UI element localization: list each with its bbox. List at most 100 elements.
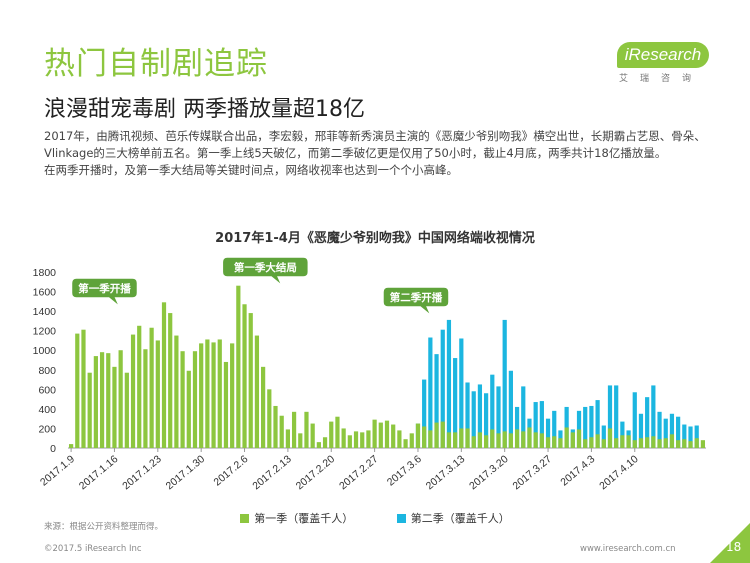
x-tick-label: 2017.1.30: [164, 453, 208, 492]
bar-season1: [564, 427, 569, 448]
y-tick-label: 1800: [33, 267, 57, 279]
bar-season1: [118, 350, 123, 448]
bar-season1: [291, 411, 297, 448]
y-tick-label: 200: [38, 423, 56, 435]
bar-season1: [205, 339, 210, 448]
bar-season1: [545, 437, 551, 448]
bar-season1: [273, 405, 278, 448]
description-paragraph: 2017年，由腾讯视频、芭乐传媒联合出品，李宏毅，邢菲等新秀演员主演的《恶魔少爷…: [44, 129, 706, 160]
bar-season2: [620, 421, 625, 448]
bar-season2: [484, 393, 489, 448]
bar-season1: [366, 430, 371, 448]
bar-season1: [620, 435, 625, 448]
iresearch-logo: iResearch 艾瑞咨询: [613, 40, 713, 86]
annotation-label: 第一季大结局: [234, 261, 297, 274]
bar-season1: [415, 423, 421, 448]
bar-season1: [632, 440, 637, 448]
bar-season1: [230, 343, 235, 448]
bar-season1: [149, 327, 154, 448]
bar-season1: [254, 335, 260, 448]
bar-season1: [223, 361, 229, 448]
bar-season1: [453, 432, 458, 448]
bar-season1: [552, 436, 557, 448]
bar-season1: [391, 424, 396, 448]
bar-season2: [651, 385, 656, 448]
x-tick-label: 2017.3.6: [385, 453, 424, 489]
bar-season1: [360, 432, 365, 448]
bar-season1: [124, 372, 129, 448]
bar-season1: [304, 411, 309, 448]
bar-season1: [502, 431, 507, 448]
bar-season2: [632, 392, 637, 448]
bar-season1: [688, 441, 693, 448]
bar-season1: [267, 389, 272, 448]
bar-season2: [434, 354, 439, 448]
bar-season1: [595, 434, 600, 448]
bar-season2: [496, 386, 501, 448]
bar-season1: [242, 304, 247, 448]
bar-season1: [471, 436, 476, 448]
x-tick-label: 2017.2.27: [337, 453, 381, 492]
legend-swatch-season1: [240, 514, 250, 523]
bar-season1: [514, 429, 520, 448]
bar-season1: [490, 429, 495, 448]
bar-season2: [539, 401, 544, 448]
logo-cn: 艾瑞咨询: [619, 74, 704, 84]
bar-season1: [459, 428, 464, 448]
bar-season2: [477, 384, 483, 448]
bar-season2: [595, 400, 600, 448]
x-tick-label: 2017.1.9: [38, 453, 77, 489]
bar-season1: [137, 325, 142, 448]
bar-season1: [310, 423, 315, 448]
x-tick-label: 2017.2.13: [250, 453, 294, 492]
description: 2017年，由腾讯视频、芭乐传媒联合出品，李宏毅，邢菲等新秀演员主演的《恶魔少爷…: [44, 128, 714, 179]
website: www.iresearch.com.cn: [580, 544, 676, 554]
bar-season1: [508, 433, 513, 448]
bar-season1: [558, 438, 563, 448]
bar-season1: [211, 342, 216, 448]
bar-season2: [459, 338, 464, 448]
bar-season1: [68, 444, 74, 448]
x-tick-label: 2017.4.10: [597, 453, 641, 492]
bar-season1: [651, 436, 656, 448]
bar-season1: [347, 435, 352, 448]
bar-season2: [645, 397, 650, 448]
annotation-callout: [70, 277, 139, 308]
bar-season2: [514, 406, 520, 448]
bar-season1: [161, 302, 167, 448]
legend-item-season2: 第二季（覆盖千人）: [396, 510, 510, 526]
bar-season1: [626, 435, 631, 448]
bar-season1: [527, 427, 532, 448]
annotation-callout: [221, 256, 310, 287]
bar-season1: [322, 437, 328, 448]
bar-season2: [607, 385, 613, 448]
bar-season1: [285, 429, 290, 448]
bar-season1: [533, 432, 538, 448]
bar-season1: [261, 366, 266, 448]
x-tick-label: 2017.2.6: [211, 453, 250, 489]
bar-season1: [168, 313, 173, 448]
bar-season1: [440, 421, 445, 448]
viewership-chart: 0 200 400 600 800 1000 1200 1400 1600 1800 2017.1.…: [33, 256, 706, 492]
bar-season2: [676, 416, 681, 448]
bar-season1: [155, 340, 160, 448]
bar-season1: [279, 415, 284, 448]
bar-season2: [490, 374, 495, 448]
bar-season1: [465, 428, 470, 448]
y-tick-label: 400: [38, 404, 56, 416]
bar-season1: [682, 439, 687, 448]
bar-season1: [341, 428, 346, 448]
bar-season1: [217, 339, 222, 448]
bar-season2: [465, 382, 470, 448]
x-tick-label: 2017.4.3: [558, 453, 597, 489]
bar-season1: [694, 438, 699, 448]
bar-season1: [106, 353, 111, 448]
bar-season2: [688, 426, 693, 448]
bar-season1: [521, 431, 526, 448]
page-title: 热门自制剧追踪: [44, 46, 268, 82]
bar-season1: [570, 432, 575, 448]
bar-season2: [669, 413, 675, 448]
bar-season2: [428, 337, 433, 448]
bar-season1: [397, 430, 402, 448]
bar-season1: [186, 370, 191, 448]
